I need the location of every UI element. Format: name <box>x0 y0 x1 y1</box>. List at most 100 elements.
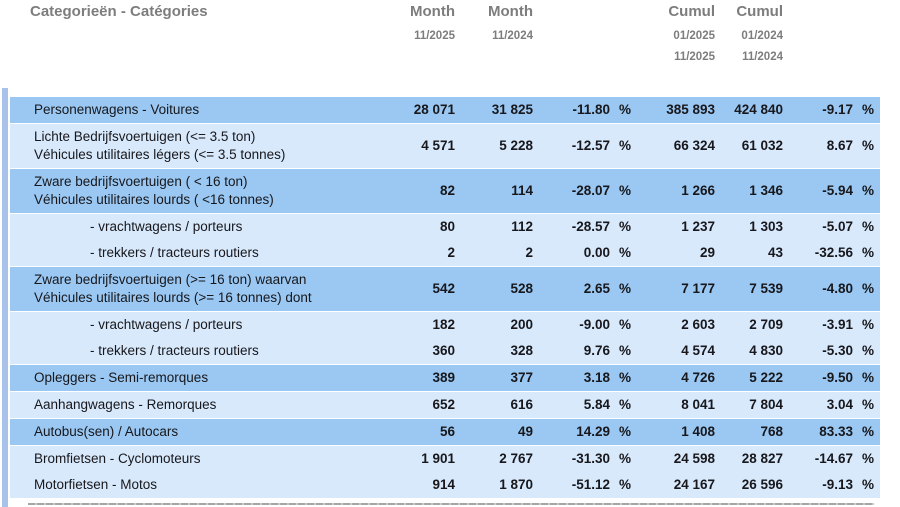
month-change-percent: -31.30 <box>571 451 610 466</box>
percent-sign: % <box>862 451 875 466</box>
cumul-change-percent: -9.13 <box>822 477 853 492</box>
cumul-previous-value: 61 032 <box>741 138 783 153</box>
cumul-previous-header: Cumul <box>736 3 783 20</box>
category-label-line1: Autobus(sen) / Autocars <box>34 424 179 439</box>
cumul-change-percent: 8.67 <box>826 138 853 153</box>
month-change-percent: -9.00 <box>579 317 610 332</box>
month-change-percent: 14.29 <box>576 424 610 439</box>
cumul-previous-value: 4 830 <box>749 343 783 358</box>
category-label: Motorfietsen - Motos <box>10 476 380 494</box>
month-current-value: 1 901 <box>421 451 455 466</box>
percent-sign: % <box>862 183 875 198</box>
cumul-current-value: 1 266 <box>681 183 715 198</box>
cumul-previous-value: 1 303 <box>749 219 783 234</box>
category-label-line1: Lichte Bedrijfsvoertuigen (<= 3.5 ton) <box>34 129 256 144</box>
category-label-line1: Motorfietsen - Motos <box>34 477 158 492</box>
table-row: Bromfietsen - Cyclomoteurs 1 901 2 767 -… <box>10 446 880 472</box>
cumul-current-value: 8 041 <box>681 397 715 412</box>
month-current-value: 182 <box>432 317 455 332</box>
category-label-line1: Zware bedrijfsvoertuigen (>= 16 ton) waa… <box>34 272 307 287</box>
month-current-value: 82 <box>439 183 455 198</box>
left-edge-stripe <box>2 88 8 507</box>
category-label: Autobus(sen) / Autocars <box>10 423 380 441</box>
percent-sign: % <box>862 245 875 260</box>
category-label-line1: Personenwagens - Voitures <box>34 102 200 117</box>
category-label-line1: - trekkers / tracteurs routiers <box>90 245 259 260</box>
month-current-value: 542 <box>432 281 455 296</box>
percent-sign: % <box>619 397 632 412</box>
category-label-line2: Véhicules utilitaires lourds ( <16 tonne… <box>34 192 274 207</box>
month-current-header: Month <box>410 3 455 20</box>
percent-sign: % <box>862 219 875 234</box>
cumul-previous-value: 1 346 <box>749 183 783 198</box>
category-label-line1: - trekkers / tracteurs routiers <box>90 343 259 358</box>
cumul-change-percent: -9.17 <box>822 102 853 117</box>
month-previous-value: 377 <box>510 370 533 385</box>
cumul-current-value: 1 237 <box>681 219 715 234</box>
cumul-change-percent: -5.30 <box>822 343 853 358</box>
month-previous-value: 328 <box>510 343 533 358</box>
bottom-divider <box>28 503 874 505</box>
cumul-change-percent: -4.80 <box>822 281 853 296</box>
category-label: Lichte Bedrijfsvoertuigen (<= 3.5 ton) V… <box>10 128 380 164</box>
category-label-line1: - vrachtwagens / porteurs <box>90 219 243 234</box>
cumul-previous-period-from: 01/2024 <box>741 30 783 42</box>
cumul-previous-value: 26 596 <box>741 477 783 492</box>
month-change-percent: 9.76 <box>583 343 610 358</box>
month-change-percent: 2.65 <box>583 281 610 296</box>
cumul-current-value: 66 324 <box>673 138 715 153</box>
category-label-line1: Bromfietsen - Cyclomoteurs <box>34 451 201 466</box>
month-previous-value: 616 <box>510 397 533 412</box>
percent-sign: % <box>862 370 875 385</box>
cumul-change-percent: -14.67 <box>814 451 853 466</box>
category-label-line1: - vrachtwagens / porteurs <box>90 317 243 332</box>
month-current-value: 389 <box>432 370 455 385</box>
percent-sign: % <box>862 317 875 332</box>
cumul-previous-value: 2 709 <box>749 317 783 332</box>
category-label: Opleggers - Semi-remorques <box>10 369 380 387</box>
percent-sign: % <box>619 451 632 466</box>
cumul-previous-value: 5 222 <box>749 370 783 385</box>
category-label: Personenwagens - Voitures <box>10 101 380 119</box>
table-row: Personenwagens - Voitures 28 071 31 825 … <box>10 96 880 124</box>
month-previous-value: 2 767 <box>499 451 533 466</box>
cumul-current-value: 24 598 <box>673 451 715 466</box>
percent-sign: % <box>619 424 632 439</box>
percent-sign: % <box>619 219 632 234</box>
table-row: Motorfietsen - Motos 914 1 870 -51.12 % … <box>10 472 880 498</box>
cumul-current-period-to: 11/2025 <box>674 51 715 63</box>
percent-sign: % <box>619 102 632 117</box>
cumul-change-percent: -5.94 <box>822 183 853 198</box>
category-label: - vrachtwagens / porteurs <box>10 316 380 334</box>
percent-sign: % <box>619 343 632 358</box>
month-previous-value: 2 <box>525 245 533 260</box>
table-header: Categorieën - Catégories Month Month Cum… <box>10 0 880 96</box>
month-previous-value: 5 228 <box>499 138 533 153</box>
month-previous-value: 112 <box>511 219 533 234</box>
cumul-previous-value: 7 539 <box>749 281 783 296</box>
month-current-value: 914 <box>432 477 455 492</box>
cumul-previous-value: 768 <box>760 424 783 439</box>
cumul-current-value: 7 177 <box>681 281 715 296</box>
month-previous-value: 114 <box>511 183 533 198</box>
category-label: Bromfietsen - Cyclomoteurs <box>10 450 380 468</box>
month-current-value: 80 <box>439 219 455 234</box>
month-previous-header: Month <box>488 3 533 20</box>
month-current-value: 360 <box>432 343 455 358</box>
category-label-line1: Opleggers - Semi-remorques <box>34 370 209 385</box>
month-change-percent: -11.80 <box>572 102 610 117</box>
month-current-value: 28 071 <box>413 102 455 117</box>
cumul-current-period-from: 01/2025 <box>673 30 715 42</box>
table-row: Lichte Bedrijfsvoertuigen (<= 3.5 ton) V… <box>10 124 880 168</box>
table-row: Zware bedrijfsvoertuigen (>= 16 ton) waa… <box>10 266 880 312</box>
cumul-previous-value: 43 <box>767 245 783 260</box>
month-current-value: 56 <box>439 424 455 439</box>
percent-sign: % <box>619 317 632 332</box>
month-previous-value: 1 870 <box>499 477 533 492</box>
percent-sign: % <box>619 477 632 492</box>
cumul-current-value: 2 603 <box>681 317 715 332</box>
table-row: Autobus(sen) / Autocars 56 49 14.29 % 1 … <box>10 418 880 446</box>
report-content: Categorieën - Catégories Month Month Cum… <box>10 0 880 498</box>
month-previous-value: 31 825 <box>491 102 533 117</box>
percent-sign: % <box>862 477 875 492</box>
